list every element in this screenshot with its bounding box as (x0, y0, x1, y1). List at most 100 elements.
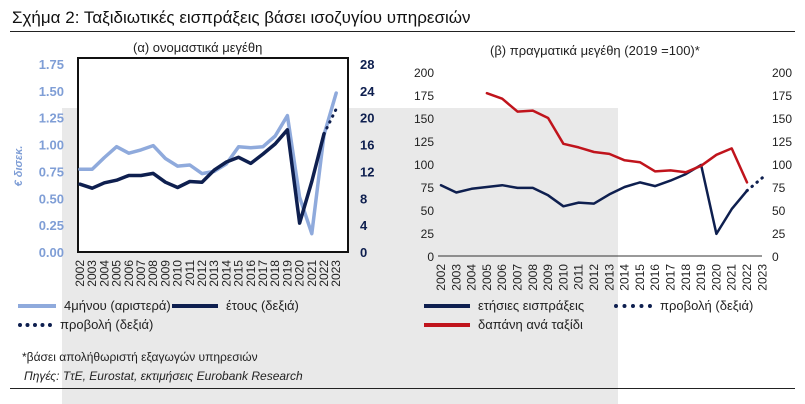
y-tick-right-label: 24 (360, 84, 375, 99)
x-tick-label: 2011 (572, 264, 586, 290)
y-tick-left-label: 1.75 (39, 57, 64, 72)
y-tick-right-label: 20 (360, 111, 374, 126)
x-tick-label: 2023 (755, 264, 769, 291)
x-tick-label: 2003 (449, 264, 463, 291)
legend-a-projection: προβολή (δεξιά) (18, 317, 153, 332)
y-tick-left-label: 75 (421, 181, 435, 195)
x-tick-label: 2005 (480, 264, 494, 291)
x-tick-label: 2008 (146, 260, 160, 287)
x-tick-label: 2004 (97, 260, 111, 287)
x-tick-label: 2005 (110, 260, 124, 287)
x-tick-label: 2019 (694, 264, 708, 291)
legend-a-quarter: 4μήνου (αριστερά) (18, 298, 171, 313)
x-tick-label: 2009 (541, 264, 555, 291)
y-tick-left-label: 1.50 (39, 84, 64, 99)
legend-label: δαπάνη ανά ταξίδι (478, 317, 583, 332)
legend-label: προβολή (δεξιά) (660, 298, 754, 313)
x-tick-label: 2008 (526, 264, 540, 291)
y-tick-right-label: 25 (772, 227, 786, 241)
y-tick-right-label: 100 (772, 158, 792, 172)
y-tick-left-label: 0.50 (39, 191, 64, 206)
x-tick-label: 2010 (556, 264, 570, 291)
y-tick-right-label: 12 (360, 164, 374, 179)
y-tick-left-label: 1.00 (39, 138, 64, 153)
y-tick-right-label: 175 (772, 89, 792, 103)
x-tick-label: 2006 (495, 264, 509, 291)
x-tick-label: 2013 (602, 264, 616, 291)
top-rule (10, 31, 795, 32)
y-tick-right-label: 0 (360, 245, 367, 260)
legend-swatch-light (18, 303, 56, 308)
legend-swatch-dark (172, 303, 218, 308)
source-note: Πηγές: TτΕ, Eurostat, εκτιμήσεις Euroban… (24, 369, 303, 383)
x-tick-label: 2004 (465, 264, 479, 291)
x-tick-label: 2007 (134, 260, 148, 287)
x-tick-label: 2018 (268, 260, 282, 287)
chart-b-title: (β) πραγματικά μεγέθη (2019 =100)* (490, 43, 700, 58)
x-tick-label: 2006 (122, 260, 136, 287)
x-tick-label: 2010 (171, 260, 185, 287)
y-tick-left-label: 100 (414, 158, 434, 172)
x-tick-label: 2012 (195, 260, 209, 287)
x-tick-label: 2015 (633, 264, 647, 291)
y-tick-left-label: 150 (414, 112, 434, 126)
x-tick-label: 2016 (648, 264, 662, 291)
x-tick-label: 2021 (305, 260, 319, 287)
series-line (78, 128, 326, 225)
x-tick-label: 2020 (709, 264, 723, 291)
y-tick-right-label: 150 (772, 112, 792, 126)
x-tick-label: 2019 (280, 260, 294, 287)
y-tick-right-label: 8 (360, 191, 367, 206)
y-tick-right-label: 50 (772, 204, 786, 218)
y-tick-right-label: 75 (772, 181, 786, 195)
bottom-rule (10, 388, 795, 389)
y-tick-left-label: 200 (414, 66, 434, 80)
x-tick-label: 2013 (207, 260, 221, 287)
series-line (485, 91, 749, 184)
x-tick-label: 2014 (618, 264, 632, 291)
x-tick-label: 2014 (219, 260, 233, 287)
x-tick-label: 2002 (73, 260, 87, 287)
y-tick-left-label: 1.25 (39, 111, 64, 126)
x-tick-label: 2016 (244, 260, 258, 287)
y-tick-left-label: 125 (414, 135, 434, 149)
y-tick-right-label: 4 (360, 218, 368, 233)
x-tick-label: 2022 (740, 264, 754, 291)
chart-a-title: (α) ονομαστικά μεγέθη (133, 40, 263, 55)
y-axis-title: € δισεκ. (13, 146, 25, 187)
legend-b-projection: προβολή (δεξιά) (614, 298, 753, 313)
figure-title: Σχήμα 2: Ταξιδιωτικές εισπράξεις βάσει ι… (12, 8, 471, 27)
legend-b-receipts: ετήσιες εισπράξεις (424, 298, 584, 313)
legend-label: 4μήνου (αριστερά) (64, 298, 171, 313)
legend-swatch-dark (424, 303, 470, 308)
y-tick-right-label: 125 (772, 135, 792, 149)
legend-label: προβολή (δεξιά) (60, 317, 154, 332)
y-tick-right-label: 0 (772, 250, 779, 264)
x-tick-label: 2002 (434, 264, 448, 291)
x-tick-label: 2021 (725, 264, 739, 291)
x-tick-label: 2011 (183, 260, 197, 286)
y-tick-right-label: 16 (360, 138, 374, 153)
y-tick-left-label: 175 (414, 89, 434, 103)
legend-swatch-dotted (614, 303, 652, 308)
legend-a-year: έτους (δεξιά) (172, 298, 299, 313)
y-tick-left-label: 0.75 (39, 164, 64, 179)
x-tick-label: 2009 (158, 260, 172, 287)
x-tick-label: 2023 (329, 260, 343, 287)
plot-frame (77, 57, 349, 253)
legend-label: έτους (δεξιά) (226, 298, 299, 313)
y-tick-right-label: 200 (772, 66, 792, 80)
y-tick-left-label: 25 (421, 227, 435, 241)
x-tick-label: 2007 (511, 264, 525, 291)
footnote: *βάσει απολήθωριστή εξαγωγών υπηρεσιών (22, 350, 258, 364)
legend-swatch-dotted (18, 322, 52, 327)
series-line (745, 176, 764, 193)
y-tick-left-label: 0.25 (39, 218, 64, 233)
x-tick-label: 2017 (664, 264, 678, 291)
x-tick-label: 2012 (587, 264, 601, 291)
series-line (78, 91, 338, 236)
y-tick-left-label: 0 (427, 250, 434, 264)
x-tick-label: 2015 (232, 260, 246, 287)
x-tick-label: 2017 (256, 260, 270, 287)
